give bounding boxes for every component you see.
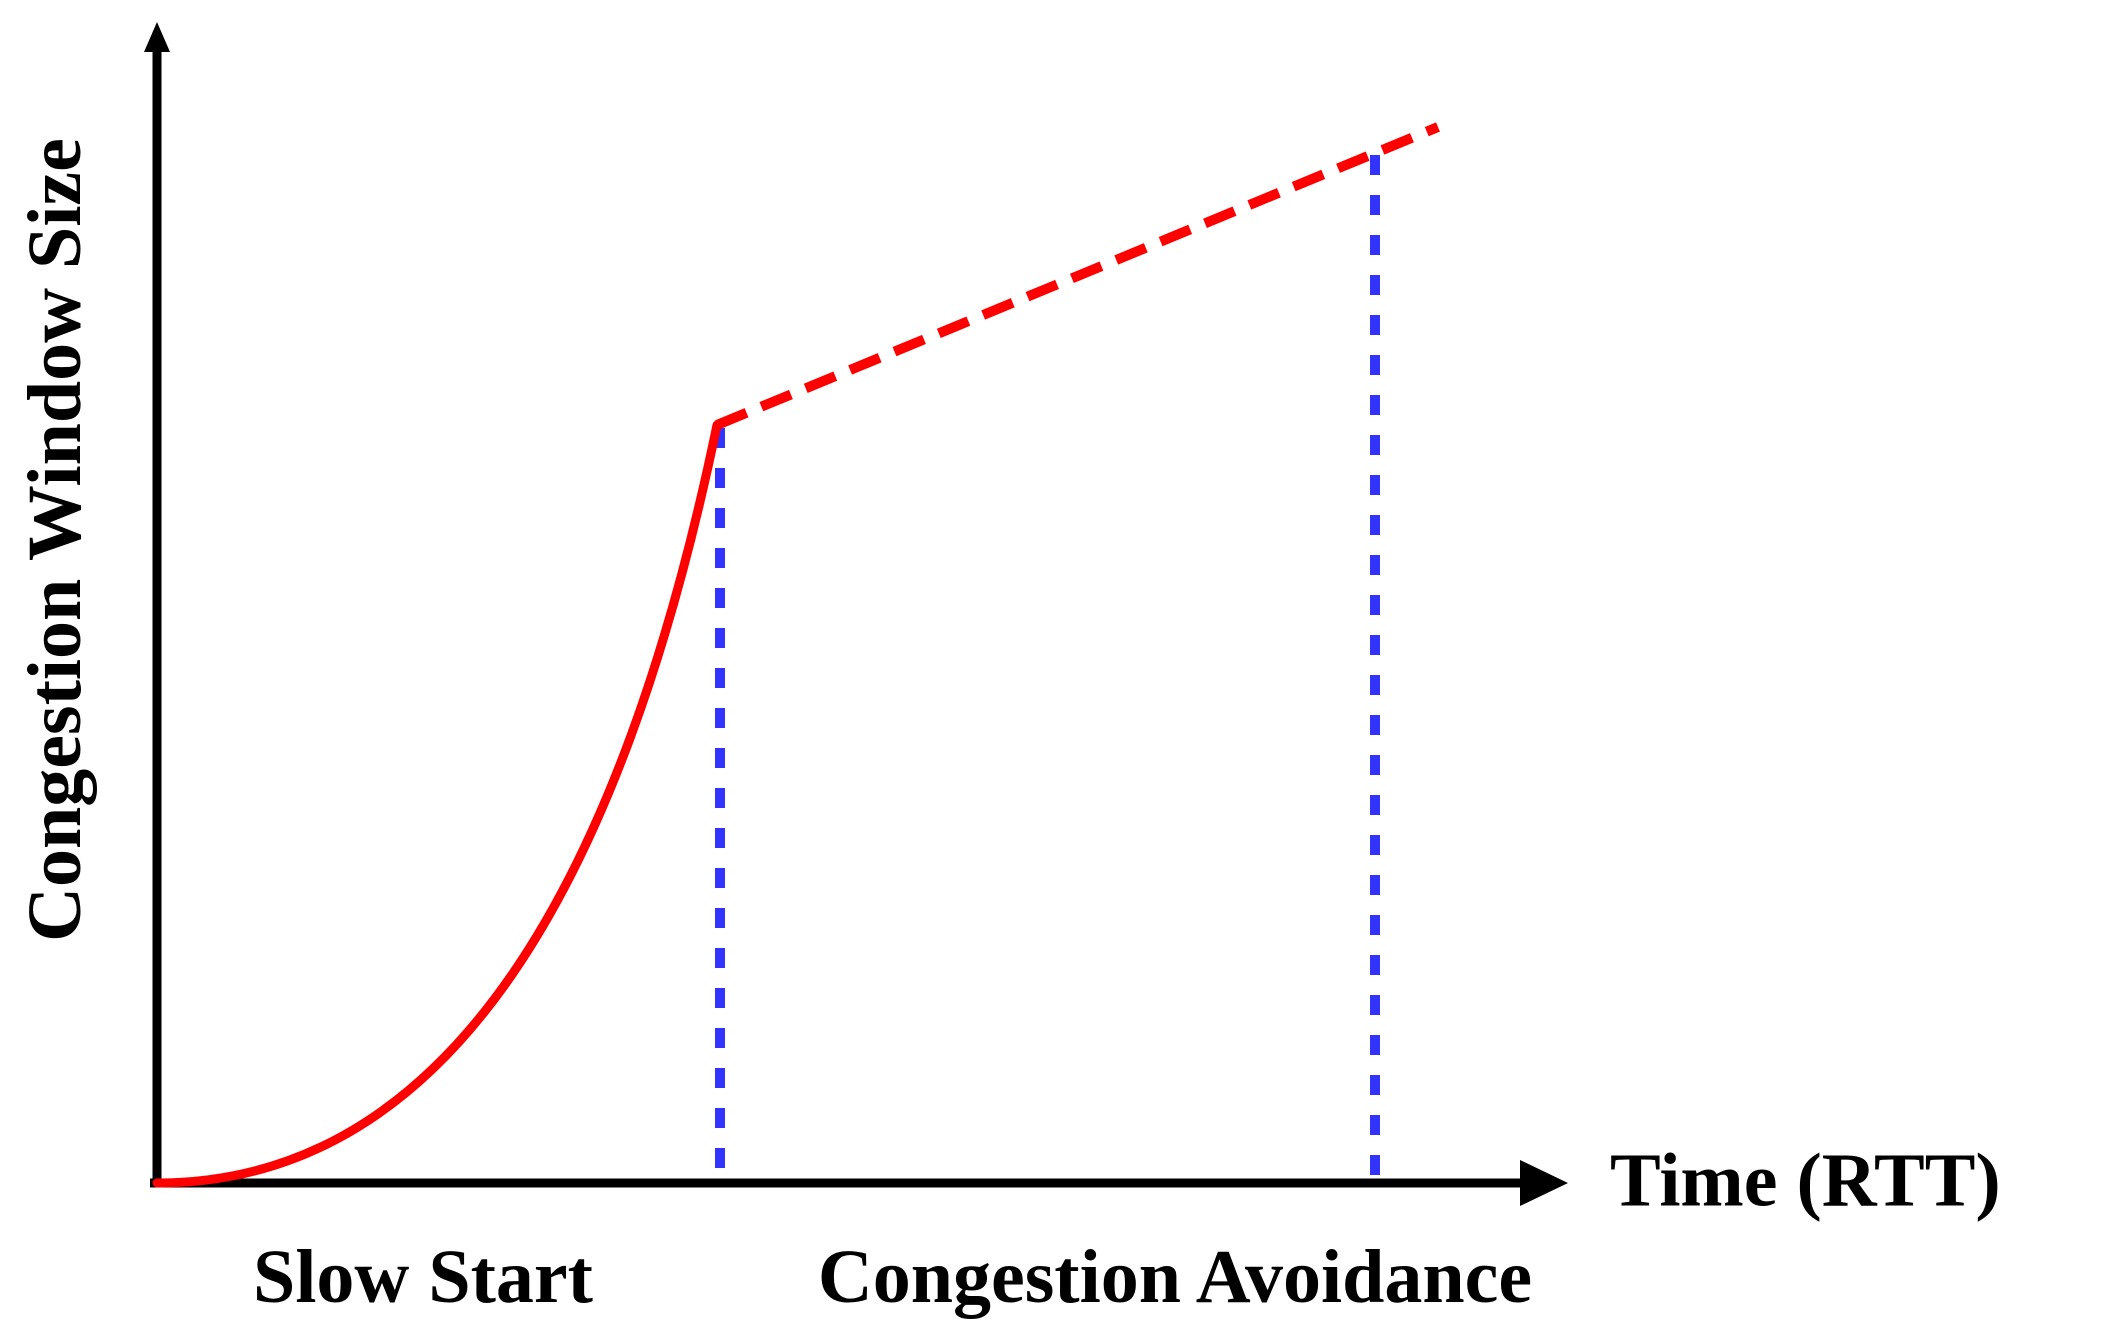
y-axis-arrowhead bbox=[144, 22, 170, 52]
slow-start-curve bbox=[152, 420, 722, 1188]
congestion-avoidance-line bbox=[715, 122, 1440, 430]
phase-label-congestion-avoidance: Congestion Avoidance bbox=[818, 1235, 1532, 1319]
phase-label-slow-start: Slow Start bbox=[253, 1235, 593, 1319]
y-axis-label: Congestion Window Size bbox=[13, 138, 97, 942]
x-axis-arrowhead bbox=[1520, 1160, 1568, 1206]
x-axis-label: Time (RTT) bbox=[1610, 1138, 2001, 1222]
